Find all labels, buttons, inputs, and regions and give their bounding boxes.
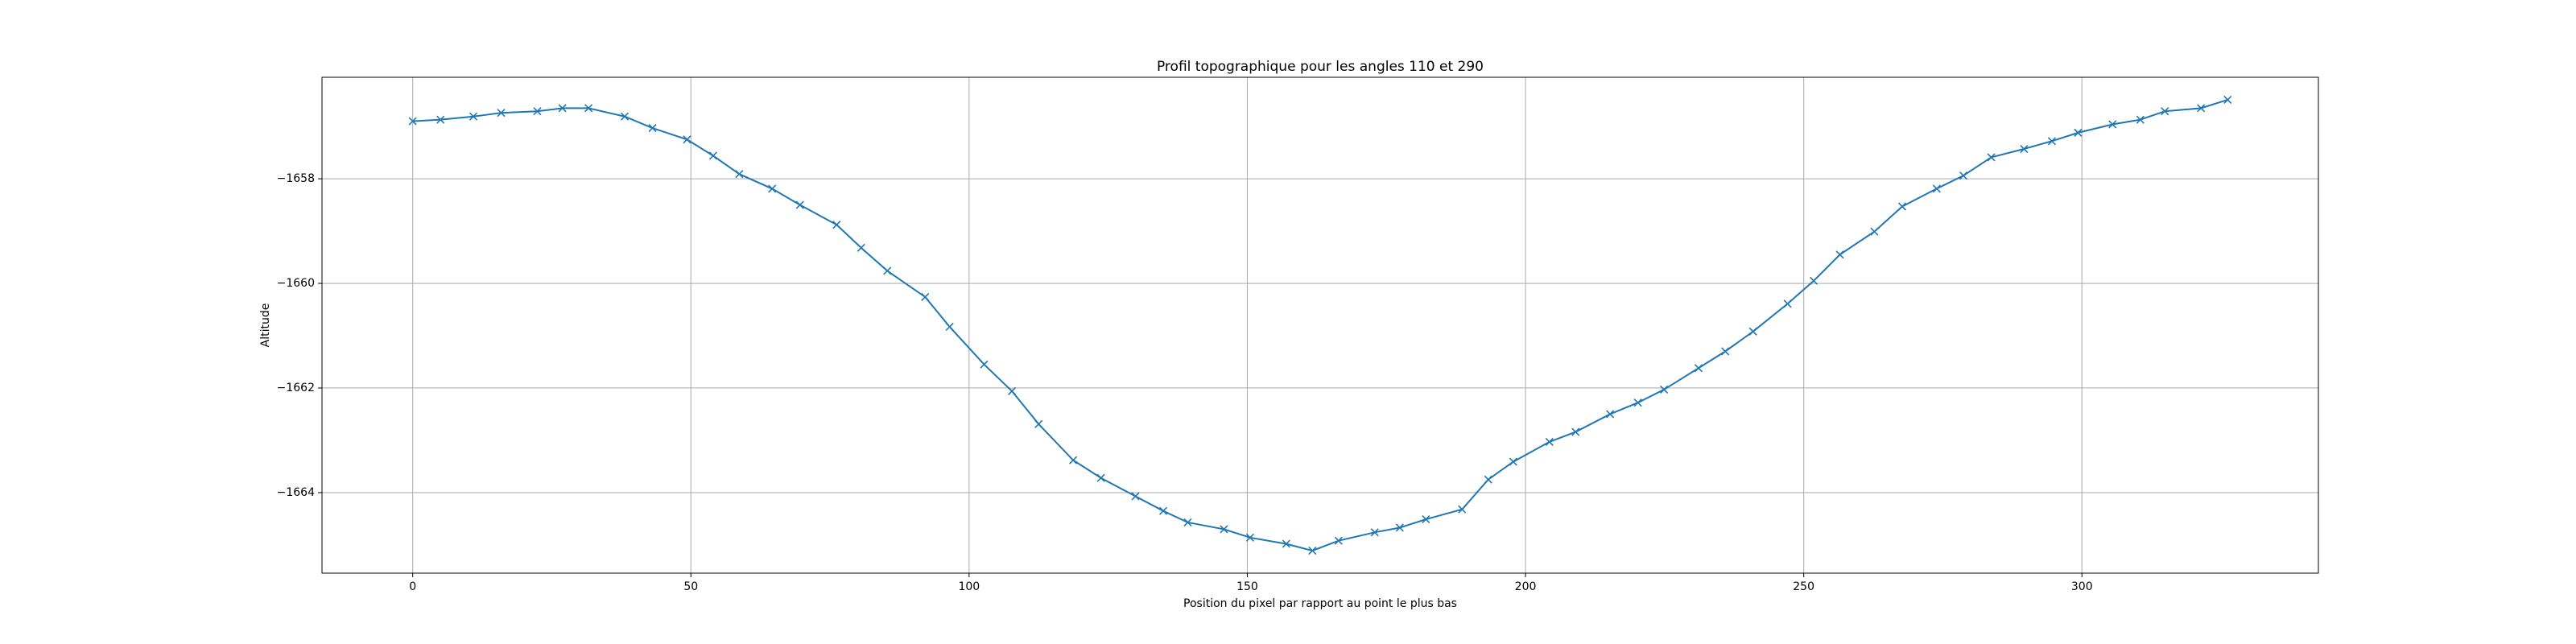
x-tick-label: 50 bbox=[683, 580, 698, 593]
data-point bbox=[795, 200, 804, 209]
data-point bbox=[921, 292, 930, 301]
data-point bbox=[1987, 153, 1996, 162]
data-point bbox=[1183, 518, 1192, 527]
data-point bbox=[708, 151, 717, 160]
chart-title: Profil topographique pour les angles 110… bbox=[1157, 59, 1484, 75]
data-point bbox=[1282, 539, 1290, 548]
data-point bbox=[1897, 202, 1907, 211]
data-point bbox=[683, 135, 691, 144]
data-point bbox=[620, 112, 630, 121]
data-point bbox=[2020, 144, 2029, 154]
data-point bbox=[2161, 107, 2169, 116]
data-point bbox=[1131, 492, 1140, 501]
data-point bbox=[1395, 523, 1404, 532]
data-point bbox=[1870, 227, 1879, 236]
y-axis-label: Altitude bbox=[259, 303, 272, 348]
x-tick-label: 0 bbox=[409, 580, 416, 593]
data-point bbox=[1571, 427, 1580, 436]
data-point bbox=[1308, 546, 1317, 555]
data-point bbox=[1932, 184, 1941, 193]
data-point bbox=[1069, 456, 1078, 464]
plot-frame bbox=[321, 76, 2319, 574]
data-point bbox=[436, 115, 445, 124]
x-tick-label: 250 bbox=[1793, 580, 1814, 593]
data-point bbox=[2223, 95, 2232, 105]
data-point bbox=[1810, 276, 1818, 285]
x-tick-label: 200 bbox=[1515, 580, 1537, 593]
data-point bbox=[584, 104, 593, 113]
data-point bbox=[2136, 115, 2145, 124]
y-tick-label: −1660 bbox=[277, 277, 315, 290]
data-point bbox=[1370, 528, 1379, 537]
data-point bbox=[883, 266, 892, 275]
x-tick-label: 150 bbox=[1236, 580, 1258, 593]
data-point bbox=[469, 112, 478, 121]
y-tick-label: −1662 bbox=[277, 382, 315, 394]
data-point bbox=[2108, 120, 2117, 129]
data-point bbox=[1034, 419, 1043, 428]
data-point bbox=[1509, 457, 1517, 466]
data-point bbox=[1660, 385, 1669, 394]
data-point bbox=[558, 104, 567, 113]
data-point bbox=[857, 243, 865, 252]
data-point bbox=[1159, 506, 1168, 515]
x-axis-label: Position du pixel par rapport au point l… bbox=[1183, 597, 1457, 610]
data-point bbox=[1721, 347, 1730, 356]
data-point bbox=[1606, 410, 1615, 419]
data-point bbox=[1458, 505, 1467, 514]
data-point bbox=[1422, 515, 1430, 524]
data-point bbox=[1334, 536, 1343, 545]
data-point bbox=[1096, 473, 1105, 482]
data-point bbox=[1748, 327, 1757, 336]
data-point bbox=[1835, 250, 1844, 259]
data-point bbox=[1008, 386, 1017, 395]
data-point bbox=[1245, 533, 1254, 542]
data-point bbox=[2074, 128, 2083, 137]
x-tick-label: 100 bbox=[958, 580, 980, 593]
data-point bbox=[832, 221, 841, 229]
y-tick-label: −1664 bbox=[277, 486, 315, 499]
data-point bbox=[648, 123, 657, 133]
data-point bbox=[1633, 398, 1642, 407]
data-point bbox=[2197, 104, 2206, 113]
x-tick-label: 300 bbox=[2071, 580, 2093, 593]
data-point bbox=[1783, 299, 1792, 308]
data-point bbox=[497, 109, 506, 118]
data-point bbox=[1694, 364, 1703, 373]
data-point bbox=[1959, 171, 1968, 180]
data-point bbox=[1545, 437, 1554, 446]
data-point bbox=[408, 117, 417, 126]
series-line bbox=[412, 98, 2228, 552]
data-point bbox=[735, 170, 744, 179]
y-tick-label: −1658 bbox=[277, 172, 315, 185]
data-point bbox=[1484, 475, 1492, 484]
data-point bbox=[1220, 525, 1228, 534]
data-point bbox=[768, 184, 777, 193]
data-point bbox=[980, 360, 989, 369]
data-point bbox=[945, 322, 954, 332]
data-point bbox=[533, 107, 542, 116]
data-point bbox=[2047, 137, 2056, 146]
